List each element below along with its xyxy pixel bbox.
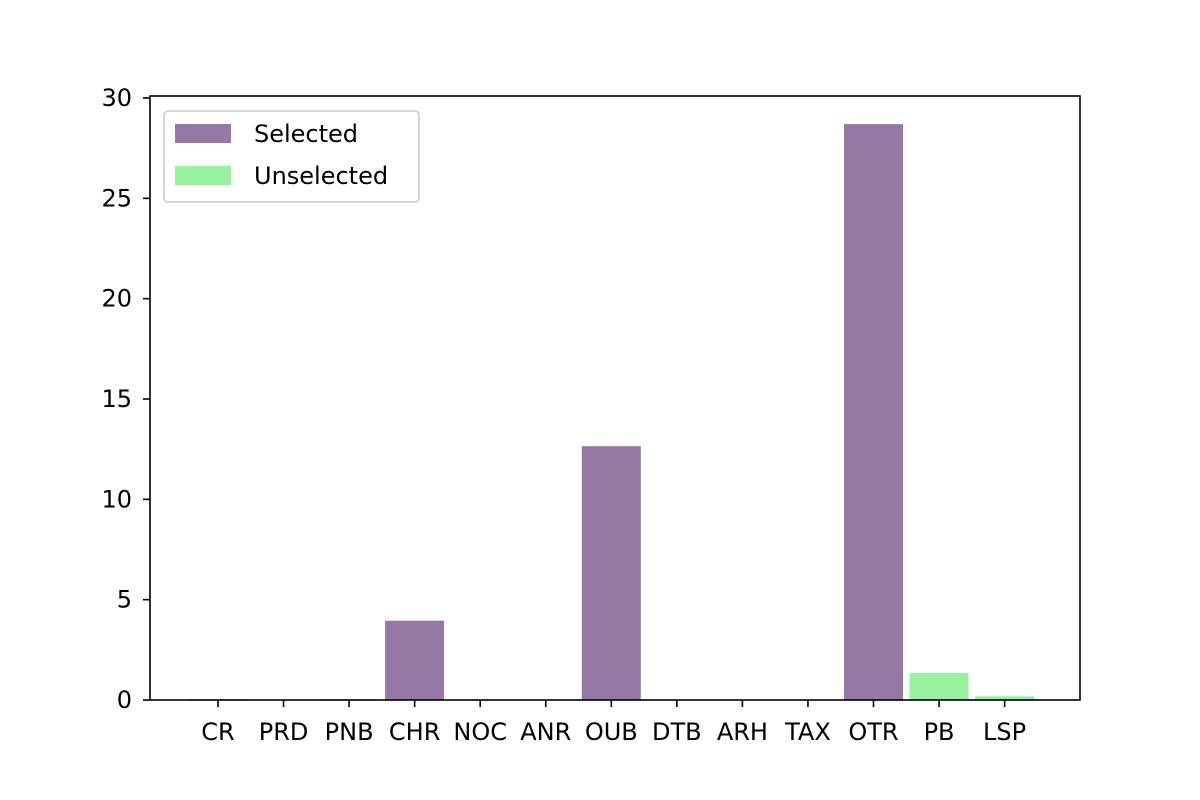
x-tick-label: OTR (848, 718, 898, 746)
bar-selected-oub (581, 446, 641, 700)
y-tick-label: 20 (101, 285, 132, 313)
legend: Selected Unselected (163, 110, 420, 203)
x-tick-label: ARH (717, 718, 768, 746)
y-tick-label: 15 (101, 385, 132, 413)
x-tick-label: NOC (453, 718, 507, 746)
bars-group (188, 124, 1035, 701)
x-tick-label: TAX (784, 718, 831, 746)
bar-selected-otr (844, 124, 903, 701)
x-tick-label: PNB (325, 718, 374, 746)
x-tick-label: CR (201, 718, 234, 746)
x-tick-label: PRD (259, 718, 309, 746)
legend-swatch-selected (175, 124, 231, 143)
x-tick-label: OUB (585, 718, 638, 746)
x-axis: CR PRD PNB CHR NOC ANR OUB DTB ARH TAX OTR PB LSP (201, 700, 1026, 746)
y-axis: 0 5 10 15 20 25 30 (101, 84, 150, 714)
bar-selected-chr (385, 620, 445, 700)
legend-label-selected: Selected (254, 120, 358, 148)
bar-unselected-pb (909, 672, 969, 700)
plot-frame (149, 95, 1081, 701)
y-tick-label: 0 (117, 686, 132, 714)
x-tick-label: PB (924, 718, 955, 746)
y-tick-label: 25 (101, 184, 132, 212)
bar-unselected-lsp (975, 696, 1035, 700)
x-tick-label: LSP (983, 718, 1026, 746)
x-tick-label: CHR (389, 718, 440, 746)
legend-swatch-unselected (175, 166, 231, 185)
y-tick-label: 5 (117, 586, 132, 614)
x-tick-label: DTB (652, 718, 702, 746)
legend-label-unselected: Unselected (254, 162, 388, 190)
x-tick-label: ANR (520, 718, 571, 746)
y-tick-label: 10 (101, 485, 132, 513)
y-tick-label: 30 (101, 84, 132, 112)
